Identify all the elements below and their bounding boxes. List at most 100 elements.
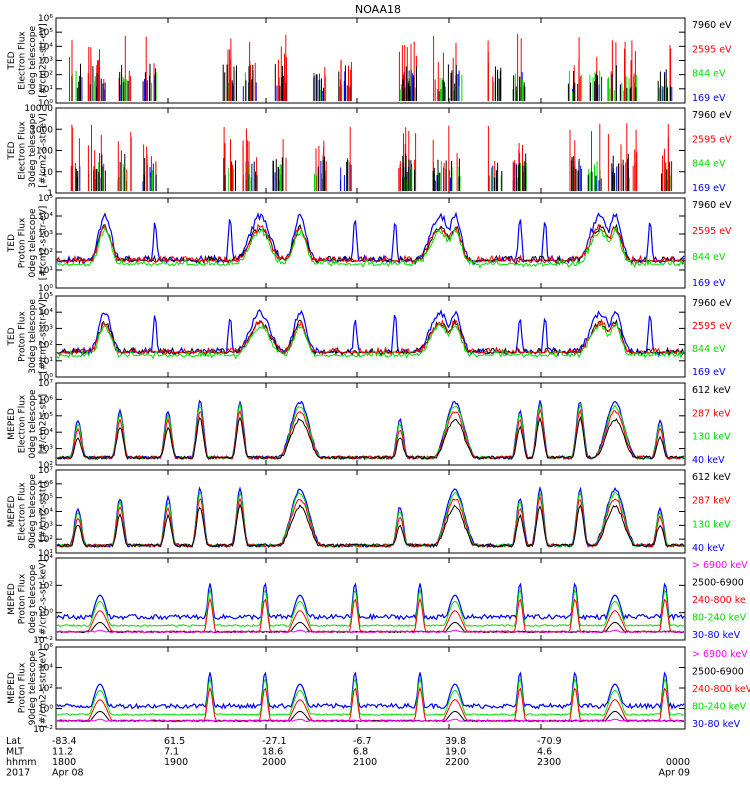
legend-entry: 7960 eV xyxy=(692,298,732,309)
y-axis-label-line: Electron Flux xyxy=(18,394,28,453)
y-tick-label: 10³ xyxy=(38,445,53,455)
axis-row-label: 2017 xyxy=(6,768,30,779)
legend-entry: 80-240 keV xyxy=(692,702,747,713)
y-axis-label-line: 0deg telescope xyxy=(28,389,38,459)
y-tick-label: 1 xyxy=(47,189,53,199)
y-tick-label: 10⁰ xyxy=(38,705,53,715)
legend-entry: 7960 eV xyxy=(692,200,732,211)
legend-entry: 169 eV xyxy=(692,93,726,104)
axis-row-value: 1900 xyxy=(164,757,188,768)
axis-row-value: 39.8 xyxy=(445,736,466,747)
panel-legend: 612 keV 287 keV 130 keV 40 keV xyxy=(692,385,731,466)
panel-traces xyxy=(56,582,685,634)
y-axis-label: MEPED Electron Flux 0deg telescope [#/cm2-s… xyxy=(7,389,49,459)
y-tick-label: 10³ xyxy=(38,57,53,67)
y-tick-label: 10⁻² xyxy=(33,725,53,735)
axis-row-value: -83.4 xyxy=(52,736,77,747)
y-tick-label: 10⁶ xyxy=(38,480,53,490)
legend-entry: 287 keV xyxy=(692,408,731,419)
y-tick-label: 10⁷ xyxy=(38,466,53,476)
y-tick-label: 10⁴ xyxy=(38,42,53,52)
panel-traces xyxy=(56,485,685,549)
trace-blue xyxy=(56,485,685,549)
legend-entry: 287 keV xyxy=(692,496,731,507)
y-axis-label: TED Electron Flux 30deg telescope [#/cm2-s-… xyxy=(7,113,49,188)
legend-entry: 2595 eV xyxy=(692,321,732,332)
y-tick-label: 10² xyxy=(38,71,53,81)
axis-row-value: 2200 xyxy=(445,757,469,768)
trace-black xyxy=(56,415,685,460)
y-tick-label: 10³ xyxy=(38,324,53,334)
trace-magenta xyxy=(56,718,685,723)
legend-entry: 130 keV xyxy=(692,432,731,443)
y-axis-label-line: MEPED xyxy=(7,496,17,528)
y-tick-label: 10⁰ xyxy=(38,284,53,294)
y-tick-label: 10² xyxy=(38,535,53,545)
y-tick-label: 10³ xyxy=(38,230,53,240)
trace-red xyxy=(56,223,685,266)
legend-entry: 169 eV xyxy=(692,367,726,378)
trace-red xyxy=(56,686,685,723)
legend-entry: 844 eV xyxy=(692,159,726,170)
y-axis-label-line: Electron Flux xyxy=(18,31,28,90)
axis-row-value: -70.9 xyxy=(537,736,562,747)
y-axis-label-line: TED xyxy=(7,327,17,346)
y-axis-label-line: 30deg telescope xyxy=(28,299,38,374)
y-tick-label: 10⁰ xyxy=(38,373,53,383)
legend-entry: 40 keV xyxy=(692,455,725,466)
panel-frame xyxy=(55,197,686,289)
panel-traces xyxy=(69,34,673,101)
panel-frame xyxy=(55,646,686,730)
axis-row-value: -6.7 xyxy=(353,736,372,747)
y-tick-label: 10⁴ xyxy=(38,554,53,564)
y-axis-label: MEPED Electron Flux 90deg telescope [#/cm2-… xyxy=(7,474,49,549)
y-axis-label-line: 0deg telescope xyxy=(28,208,38,278)
y-axis-label: MEPED Proton Flux 90deg telescope [#/cm2-s-… xyxy=(7,648,49,727)
y-axis-label-line: 90deg telescope xyxy=(28,474,38,549)
trace-red xyxy=(56,318,685,357)
legend-entry: 844 eV xyxy=(692,344,726,355)
y-axis-label-line: Electron Flux xyxy=(18,482,28,541)
trace-green xyxy=(56,402,685,461)
y-axis-label-line: Proton Flux xyxy=(18,311,28,362)
axis-row-label: hhmm xyxy=(6,757,37,768)
trace-green xyxy=(56,491,685,549)
panel-traces xyxy=(56,211,685,269)
trace-blue xyxy=(56,211,685,266)
panel-ted-p-0: 10⁰ 10¹ 10² 10³ 10⁴ 10⁵ TED Proton Flux 0deg tel… xyxy=(7,194,732,294)
axis-row-value: 61.5 xyxy=(164,736,185,747)
legend-entry: 2595 eV xyxy=(692,44,732,55)
y-tick-label: 100 xyxy=(36,147,53,157)
legend-entry: 169 eV xyxy=(692,183,726,194)
legend-entry: 2500-6900 xyxy=(692,578,744,589)
y-axis-label-line: [#/cm2-s-str-eV] xyxy=(39,113,49,188)
y-axis-label-line: 0deg telescope xyxy=(28,564,38,634)
axis-row-value: 11.2 xyxy=(52,747,73,758)
y-tick-label: 10¹ xyxy=(38,549,53,559)
y-axis-label-line: TED xyxy=(7,234,17,253)
legend-entry: 2500-6900 xyxy=(692,667,744,678)
legend-entry: 30-80 keV xyxy=(692,719,741,730)
y-tick-label: 10⁴ xyxy=(38,308,53,318)
y-axis-label-line: MEPED xyxy=(7,408,17,440)
y-axis-label-line: [#/cm2-s-str-keV] xyxy=(39,648,49,727)
legend-entry: 844 eV xyxy=(692,252,726,263)
panel-legend: 7960 eV 2595 eV 844 eV 169 eV xyxy=(692,110,732,194)
panel-traces xyxy=(56,671,685,723)
y-tick-label: 10⁰ xyxy=(38,99,53,109)
trace-red xyxy=(56,495,685,548)
y-axis-label-line: [#/cm2-s-str] xyxy=(39,481,49,541)
trace-red xyxy=(69,34,672,101)
trace-blue xyxy=(56,399,685,461)
y-tick-label: 10² xyxy=(38,341,53,351)
axis-row-value: 4.6 xyxy=(537,747,552,758)
y-axis-label: TED Electron Flux 0deg telescope [#/cm2-s-s… xyxy=(7,23,49,98)
trace-green xyxy=(56,589,685,628)
y-tick-label: 10⁵ xyxy=(38,28,53,38)
legend-entry: 30-80 keV xyxy=(692,630,741,641)
